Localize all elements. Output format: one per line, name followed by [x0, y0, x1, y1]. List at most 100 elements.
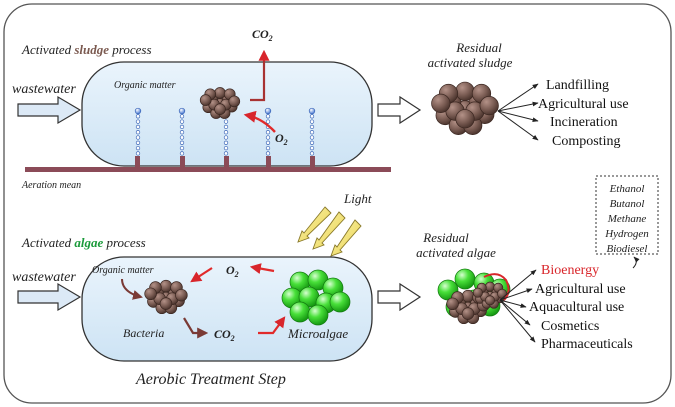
- floc-cell: [461, 307, 475, 320]
- air-bubble: [308, 107, 316, 115]
- bioenergy-product-1: Butanol: [610, 198, 645, 210]
- sludge-use-1: Agricultural use: [538, 97, 629, 112]
- sludge-keyword: sludge: [73, 42, 109, 57]
- air-bubble: [223, 119, 229, 124]
- aeration-label: Aeration mean: [21, 180, 81, 191]
- floc-cell: [228, 95, 241, 108]
- alga-cell: [329, 291, 351, 313]
- algae-process-label: Activated algae process: [21, 235, 146, 250]
- floc-cell: [446, 297, 459, 311]
- bioenergy-product-4: Biodiesel: [607, 243, 648, 255]
- sludge-output-arrow: [377, 95, 422, 125]
- bioenergy-products-box: [595, 175, 659, 255]
- air-bubble: [265, 119, 271, 124]
- floc-cell: [144, 287, 157, 301]
- air-bubble: [179, 145, 185, 151]
- air-bubble: [309, 135, 315, 140]
- air-bubble: [179, 135, 185, 140]
- algae-output-arrow: [377, 282, 422, 312]
- algae-co2-label: CO2: [214, 327, 235, 343]
- floc-cell: [175, 288, 188, 302]
- air-bubble: [178, 107, 186, 115]
- algae-o2-label: O2: [226, 263, 239, 279]
- o2-in-arrow: [243, 110, 276, 133]
- algae-use-1: Aquacultural use: [529, 300, 624, 315]
- air-bubble: [265, 145, 271, 151]
- air-bubble: [309, 145, 315, 151]
- aeration-bubbles: [134, 107, 316, 156]
- air-bubble: [265, 130, 271, 135]
- sludge-use-2: Incineration: [550, 115, 618, 130]
- air-bubble: [223, 145, 229, 151]
- residual-algae-title-1: Residual: [422, 230, 469, 245]
- air-bubble: [135, 140, 141, 145]
- floc-cell: [461, 289, 475, 303]
- floc-cell: [431, 93, 451, 113]
- air-bubble: [223, 135, 229, 140]
- air-bubble: [309, 124, 315, 130]
- air-bubble: [309, 119, 315, 124]
- bacteria-label: Bacteria: [123, 326, 164, 340]
- bioenergy-highlight: [483, 273, 510, 301]
- air-bubble: [179, 130, 185, 135]
- floc-cell: [214, 87, 226, 99]
- microalgae-label: Microalgae: [287, 326, 348, 341]
- o2-from-algae-arrow: [249, 263, 275, 274]
- air-bubble: [265, 114, 271, 119]
- residual-sludge-title-2: activated sludge: [428, 55, 513, 70]
- bacteria-floc: [144, 279, 188, 315]
- air-bubble: [134, 107, 142, 115]
- air-bubble: [223, 124, 229, 130]
- alga-cell: [454, 268, 476, 290]
- air-bubble: [179, 114, 185, 119]
- algae-input-arrow: [17, 282, 82, 312]
- residual-sludge-title-1: Residual: [455, 40, 502, 55]
- bacteria-to-co2-arrow: [183, 317, 209, 339]
- bioenergy-to-products-arrow: [632, 256, 640, 269]
- air-bubble: [309, 130, 315, 135]
- air-bubble: [309, 114, 315, 119]
- sludge-co2-label: CO2: [252, 27, 273, 43]
- microalgae-cluster: [281, 269, 351, 326]
- alga-cell: [289, 301, 311, 323]
- light-label: Light: [343, 191, 372, 206]
- alga-cell: [307, 304, 329, 326]
- residual-sludge-floc: [431, 81, 499, 135]
- air-bubble: [135, 145, 141, 151]
- co2-out-arrow: [250, 49, 270, 102]
- air-bubble: [135, 114, 141, 119]
- bioenergy-product-0: Ethanol: [609, 183, 645, 195]
- floc-cell: [214, 103, 226, 116]
- sludge-use-0: Landfilling: [546, 78, 609, 93]
- algae-organic-matter-label: Organic matter: [92, 265, 154, 276]
- light-beams: [297, 206, 362, 257]
- sludge-use-3: Composting: [552, 134, 620, 149]
- sludge-use-arrows: [497, 83, 539, 141]
- sludge-o2-label: O2: [275, 131, 288, 147]
- air-bubble: [135, 130, 141, 135]
- algae-input-label: wastewater: [12, 270, 76, 285]
- floc-cell: [485, 295, 495, 306]
- residual-algae-title-2: activated algae: [416, 245, 496, 260]
- sludge-input-label: wastewater: [12, 82, 76, 97]
- sludge-process-label: Activated sludge process: [21, 42, 152, 57]
- floc-cell: [485, 281, 495, 292]
- air-bubble: [179, 119, 185, 124]
- algae-use-2: Cosmetics: [541, 319, 599, 334]
- air-bubble: [223, 151, 229, 156]
- air-bubble: [223, 140, 229, 145]
- floc-cell: [159, 297, 173, 310]
- bioenergy-products: Ethanol Butanol Methane Hydrogen Biodies…: [604, 183, 649, 255]
- air-bubble: [179, 140, 185, 145]
- air-bubble: [265, 140, 271, 145]
- co2-to-algae-arrow: [258, 316, 286, 335]
- sludge-organic-matter-label: Organic matter: [114, 80, 176, 91]
- air-bubble: [179, 124, 185, 130]
- residual-algae-cluster: [437, 268, 511, 325]
- air-bubble: [265, 151, 271, 156]
- algae-use-3: Pharmaceuticals: [541, 337, 633, 352]
- air-bubble: [309, 140, 315, 145]
- air-bubble: [223, 130, 229, 135]
- organic-to-bacteria-arrow: [121, 278, 143, 300]
